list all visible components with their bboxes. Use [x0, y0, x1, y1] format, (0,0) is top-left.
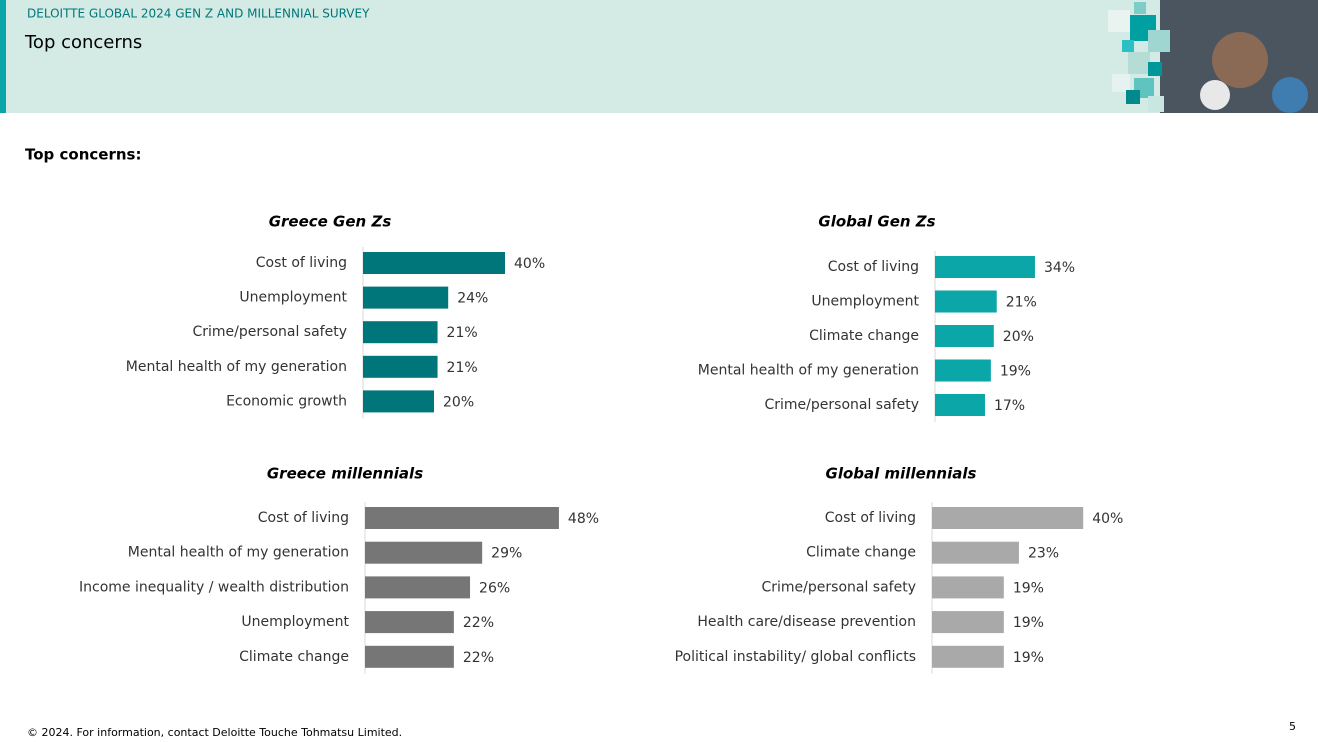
category-label: Crime/personal safety — [193, 324, 348, 340]
bar — [365, 611, 454, 634]
value-label: 22% — [463, 615, 494, 631]
header-image — [1108, 0, 1318, 113]
header-accent — [0, 0, 6, 113]
bar — [932, 507, 1084, 529]
chart-title: Greece Gen Zs — [269, 213, 392, 231]
category-label: Climate change — [809, 328, 919, 344]
value-label: 48% — [568, 511, 599, 527]
value-label: 20% — [443, 394, 474, 410]
value-label: 19% — [1000, 364, 1031, 380]
bar — [363, 355, 438, 378]
value-label: 29% — [491, 546, 522, 562]
value-label: 21% — [447, 325, 478, 341]
bar — [365, 576, 471, 599]
bar — [935, 290, 997, 313]
category-label: Mental health of my generation — [698, 363, 919, 379]
bar — [932, 576, 1004, 599]
chart-title: Global Gen Zs — [818, 213, 935, 231]
category-label: Climate change — [806, 545, 916, 561]
bar — [365, 645, 454, 668]
section-label: Top concerns: — [25, 146, 141, 164]
bar — [932, 611, 1004, 634]
value-label: 17% — [994, 398, 1025, 414]
header-band — [0, 0, 1318, 113]
value-label: 40% — [514, 256, 545, 272]
bar — [365, 541, 483, 564]
category-label: Economic growth — [226, 393, 347, 409]
chart-title: Greece millennials — [267, 465, 423, 483]
bar — [932, 645, 1004, 668]
bar — [935, 359, 991, 382]
value-label: 21% — [1006, 295, 1037, 311]
category-label: Income inequality / wealth distribution — [79, 579, 349, 595]
value-label: 34% — [1044, 260, 1075, 276]
bar — [365, 507, 559, 529]
category-label: Unemployment — [239, 290, 347, 306]
survey-label: DELOITTE GLOBAL 2024 GEN Z AND MILLENNIA… — [27, 7, 370, 21]
value-label: 40% — [1092, 511, 1123, 527]
value-label: 23% — [1028, 546, 1059, 562]
category-label: Health care/disease prevention — [697, 614, 916, 630]
category-label: Mental health of my generation — [128, 545, 349, 561]
bar — [363, 252, 505, 274]
category-label: Climate change — [239, 649, 349, 665]
category-label: Unemployment — [241, 614, 349, 630]
bar — [363, 286, 449, 309]
category-label: Cost of living — [825, 510, 916, 526]
footer: © 2024. For information, contact Deloitt… — [27, 726, 402, 739]
value-label: 19% — [1013, 650, 1044, 666]
category-label: Cost of living — [828, 259, 919, 275]
page-number: 5 — [1289, 720, 1296, 733]
category-label: Crime/personal safety — [765, 397, 920, 413]
value-label: 20% — [1003, 329, 1034, 345]
category-label: Cost of living — [256, 255, 347, 271]
value-label: 21% — [447, 360, 478, 376]
category-label: Crime/personal safety — [762, 579, 917, 595]
value-label: 19% — [1013, 580, 1044, 596]
bar — [935, 325, 994, 347]
chart-title: Global millennials — [826, 465, 977, 483]
category-label: Unemployment — [811, 294, 919, 310]
bar — [363, 321, 438, 344]
value-label: 24% — [457, 291, 488, 307]
value-label: 26% — [479, 580, 510, 596]
bar — [935, 394, 985, 416]
value-label: 22% — [463, 650, 494, 666]
bar — [363, 390, 434, 413]
header-title: Top concerns — [24, 32, 142, 53]
bar — [932, 541, 1019, 564]
category-label: Political instability/ global conflicts — [675, 649, 916, 665]
bar — [935, 256, 1035, 278]
value-label: 19% — [1013, 615, 1044, 631]
category-label: Mental health of my generation — [126, 359, 347, 375]
category-label: Cost of living — [258, 510, 349, 526]
